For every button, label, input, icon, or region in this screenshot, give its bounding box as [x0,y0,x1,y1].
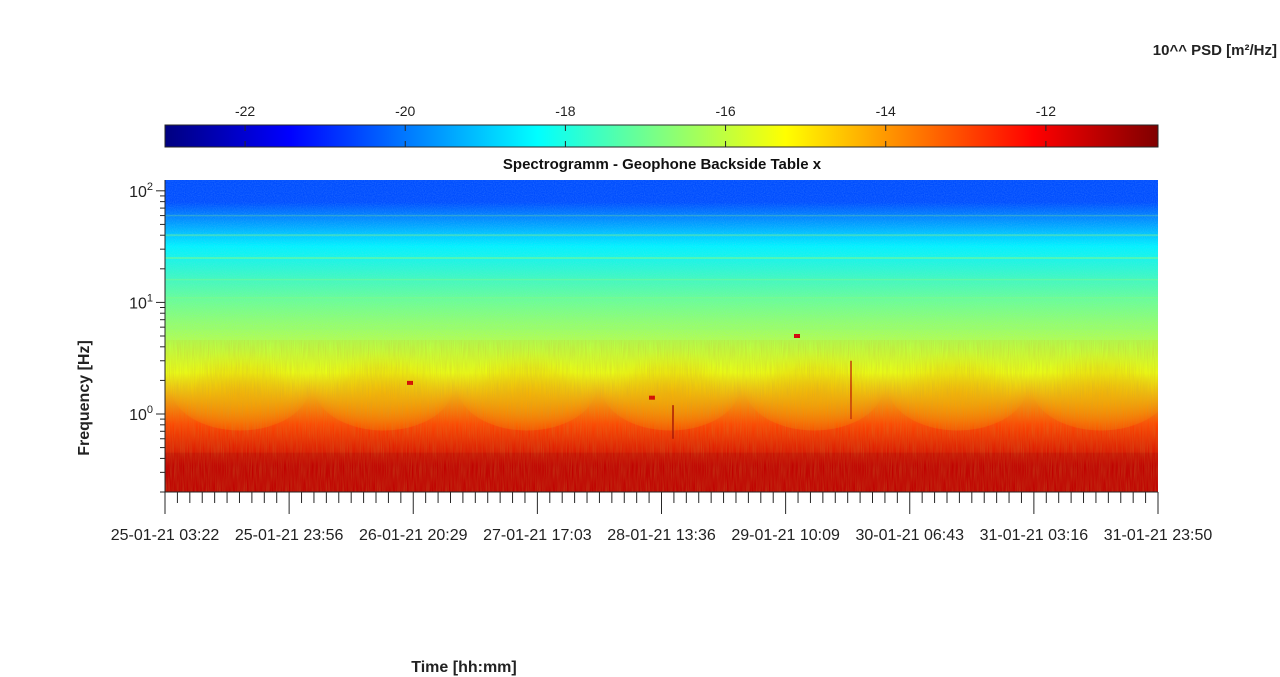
spectrogram-heatmap [165,180,1158,492]
heatmap-grain [165,180,1158,340]
x-tick-label: 25-01-21 03:22 [111,527,220,544]
x-axis-ticks: 25-01-21 03:22 25-01-21 23:56 26-01-21 20:… [111,492,1213,544]
x-tick-label: 31-01-21 03:16 [980,527,1089,544]
y-axis-label: Frequency [Hz] [76,340,93,456]
y-tick-label: 102 [129,181,153,201]
chart-title: Spectrogramm - Geophone Backside Table x [503,156,822,173]
colorbar-tick-label: -20 [395,103,415,119]
colorbar-tick-label: -14 [876,103,896,119]
colorbar-ticks: -22 -20 -18 -16 -14 -12 [235,103,1056,147]
x-tick-label: 26-01-21 20:29 [359,527,468,544]
colorbar-gradient [164,124,1159,148]
colorbar-tick-label: -18 [555,103,575,119]
x-tick-label: 28-01-21 13:36 [607,527,716,544]
colorbar-tick-label: -16 [715,103,735,119]
x-tick-label: 31-01-21 23:50 [1104,527,1213,544]
colorbar-tick-label: -12 [1036,103,1056,119]
plot-axes: 100 101 102 25-01-21 03:22 25-01-21 23:56 26… [111,180,1213,544]
y-axis-ticks: 100 101 102 [129,181,165,493]
y-tick-label: 100 [129,404,153,424]
x-tick-label: 29-01-21 10:09 [731,527,840,544]
x-tick-label: 25-01-21 23:56 [235,527,344,544]
x-axis-label: Time [hh:mm] [411,659,516,676]
heatmap-streaks [165,340,1158,492]
colorbar-tick-label: -22 [235,103,255,119]
x-tick-label: 27-01-21 17:03 [483,527,592,544]
x-tick-label: 30-01-21 06:43 [855,527,964,544]
colorbar-label: 10^^ PSD [m²/Hz] [1153,42,1277,59]
colorbar: -22 -20 -18 -16 -14 -12 10^^ PSD [m²/Hz] [164,42,1277,148]
y-tick-label: 101 [129,292,153,312]
